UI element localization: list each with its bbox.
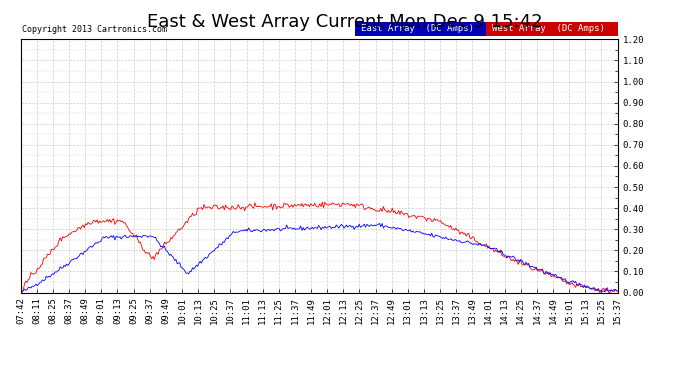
Text: East Array  (DC Amps): East Array (DC Amps) (361, 24, 474, 33)
Text: Copyright 2013 Cartronics.com: Copyright 2013 Cartronics.com (22, 26, 167, 34)
Text: West Array  (DC Amps): West Array (DC Amps) (492, 24, 605, 33)
Text: East & West Array Current Mon Dec 9 15:42: East & West Array Current Mon Dec 9 15:4… (147, 13, 543, 31)
FancyBboxPatch shape (486, 22, 618, 36)
FancyBboxPatch shape (355, 22, 486, 36)
